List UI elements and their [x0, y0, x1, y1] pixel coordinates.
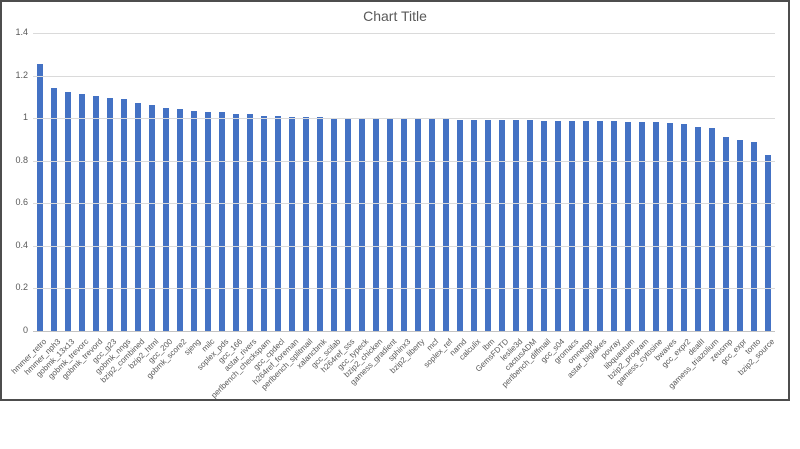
y-axis-tick-label: 0: [22, 325, 28, 335]
bar-gcc_typeck[interactable]: [359, 118, 365, 331]
bar-soplex_ref[interactable]: [443, 119, 449, 331]
bar-libquantum[interactable]: [625, 121, 631, 331]
bar-gamess_gradient[interactable]: [387, 118, 393, 331]
bar-bzip2_chicken[interactable]: [373, 118, 379, 331]
gridline: [33, 288, 775, 290]
y-axis-tick-label: 1: [22, 112, 28, 123]
gridline: [33, 203, 775, 205]
bar-h264ref_sss[interactable]: [345, 117, 351, 331]
y-axis-tick-label: 1.4: [15, 27, 28, 37]
y-axis-tick-label: 0.4: [15, 239, 28, 250]
bar-cactusADM[interactable]: [527, 120, 533, 331]
bar-gamess_cytosine[interactable]: [653, 121, 659, 331]
y-axis-tick-label: 0.2: [15, 282, 28, 293]
gridline: [33, 75, 775, 77]
bar-gobmk_score2[interactable]: [177, 109, 183, 331]
bar-h264ref_foreman[interactable]: [289, 116, 295, 331]
bar-gamess_triazolium[interactable]: [709, 128, 715, 331]
category-axis[interactable]: hmmer_retro hmmer_nph3 gobmk_13x13 gobmk_tr…: [10, 334, 777, 400]
bar-omnetpp[interactable]: [583, 121, 589, 331]
bar-gobmk_trevorc[interactable]: [79, 94, 85, 331]
bar-sphinx3[interactable]: [401, 118, 407, 331]
bar-perlbench_splitmail[interactable]: [303, 117, 309, 331]
bar-tonto[interactable]: [751, 141, 757, 331]
bar-bzip2_source[interactable]: [765, 154, 771, 331]
bar-soplex_pds[interactable]: [219, 111, 225, 331]
bar-bwaves[interactable]: [667, 123, 673, 331]
bar-perlbench_checkspam[interactable]: [261, 115, 267, 331]
bar-astar_rivers[interactable]: [247, 114, 253, 331]
gridline: [33, 118, 775, 120]
bar-astar_biglakes[interactable]: [597, 121, 603, 331]
bar-gcc_g23[interactable]: [107, 97, 113, 331]
bar-bzip2_combined[interactable]: [135, 102, 141, 331]
x-axis-line: [33, 331, 775, 332]
bar-gcc_cpdecl[interactable]: [275, 116, 281, 331]
bar-gobmk_trevord[interactable]: [93, 95, 99, 331]
bar-leslie3d[interactable]: [513, 120, 519, 331]
bar-sjeng[interactable]: [191, 110, 197, 331]
bar-GemsFDTD[interactable]: [499, 120, 505, 331]
bar-calculix[interactable]: [471, 119, 477, 331]
gridline: [33, 160, 775, 162]
bar-mcf[interactable]: [429, 119, 435, 331]
bar-gcc_expr[interactable]: [737, 139, 743, 331]
gridline: [33, 245, 775, 247]
bar-gcc_s04[interactable]: [555, 120, 561, 331]
bar-milc[interactable]: [205, 111, 211, 331]
bar-zeusmp[interactable]: [723, 136, 729, 331]
bar-bzip2_html[interactable]: [149, 105, 155, 331]
value-axis[interactable]: 0 0.2 0.4 0.6 0.8 1 1.2 1.4: [2, 27, 28, 335]
bar-hmmer_nph3[interactable]: [51, 87, 57, 331]
bar-gobmk_13x13[interactable]: [65, 92, 71, 331]
chart-title[interactable]: Chart Title: [363, 8, 427, 24]
bar-lbm[interactable]: [485, 120, 491, 331]
bar-bzip2_liberty[interactable]: [415, 119, 421, 331]
chart-object[interactable]: Chart Title 0 0.2 0.4 0.6 0.8 1 1.2 1.4 hmmer_r…: [0, 0, 790, 401]
y-axis-tick-label: 0.8: [15, 154, 28, 165]
y-axis-tick-label: 1.2: [15, 69, 28, 80]
plot-area[interactable]: [33, 33, 775, 332]
bar-gcc_200[interactable]: [163, 108, 169, 331]
bar-bzip2_program[interactable]: [639, 121, 645, 331]
bar-povray[interactable]: [611, 121, 617, 331]
bar-xalancbmk[interactable]: [317, 117, 323, 331]
bar-namd[interactable]: [457, 119, 463, 331]
y-axis-tick-label: 0.6: [15, 197, 28, 208]
bar-dealII[interactable]: [695, 126, 701, 331]
bar-hmmer_retro[interactable]: [37, 64, 43, 331]
bar-gcc_scilab[interactable]: [331, 117, 337, 331]
bar-gromacs[interactable]: [569, 121, 575, 331]
bar-perlbench_diffmail[interactable]: [541, 120, 547, 331]
bar-gcc_166[interactable]: [233, 113, 239, 331]
bar-gcc_expr2[interactable]: [681, 124, 687, 331]
bar-gobmk_nngs[interactable]: [121, 99, 127, 331]
gridline: [33, 33, 775, 34]
